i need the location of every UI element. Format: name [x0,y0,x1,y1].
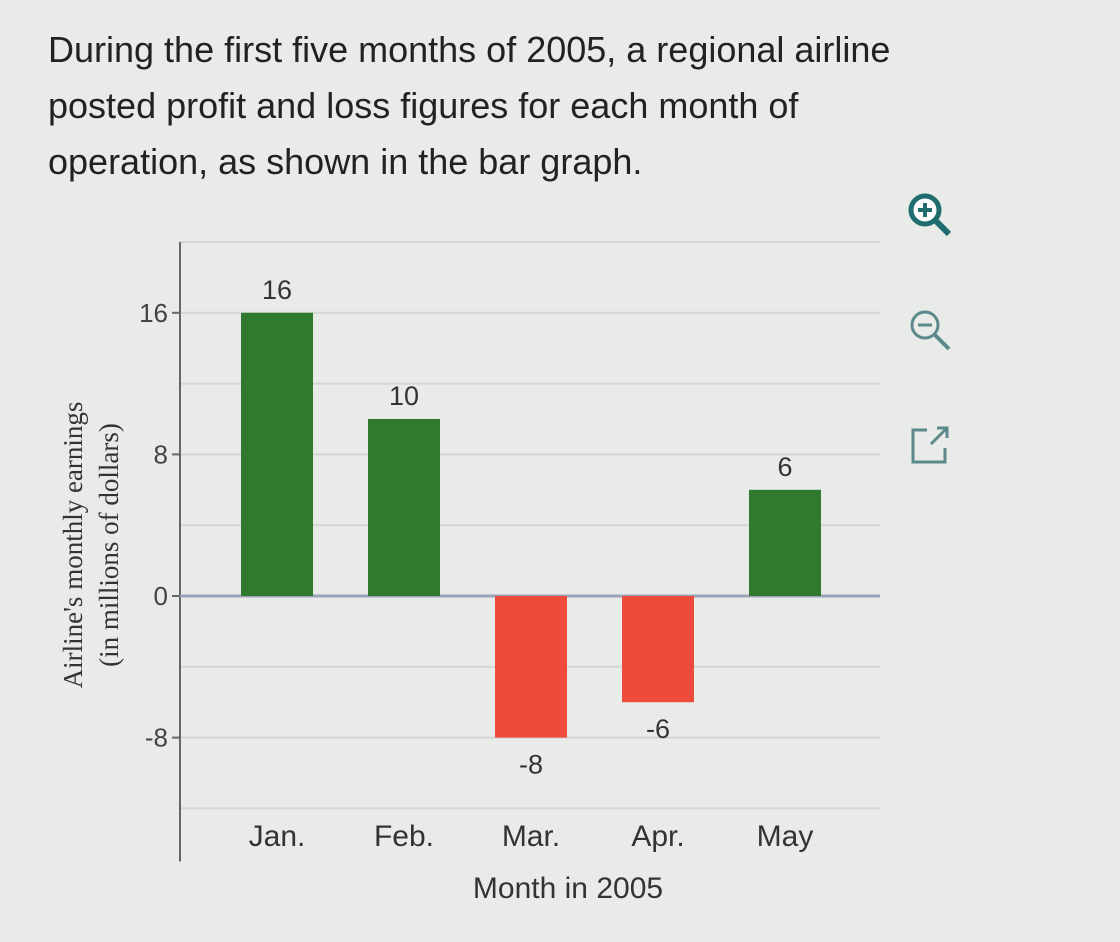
data-label: -6 [646,714,670,744]
x-axis-label: Month in 2005 [473,872,663,905]
x-tick-label: Apr. [631,820,684,853]
y-tick-label: -8 [145,723,168,753]
data-label: -8 [519,750,543,780]
x-tick-label: Jan. [249,820,306,853]
x-tick-label: Mar. [502,820,560,853]
popout-icon[interactable] [905,420,955,470]
y-axis-label: Airline's monthly earnings [58,402,88,689]
bar-jan [241,312,313,596]
y-axis-label-units: (in millions of dollars) [94,423,124,667]
data-label: 6 [777,452,792,482]
zoom-out-icon[interactable] [905,305,955,355]
bar-apr [622,596,694,703]
question-text: During the first five months of 2005, a … [48,29,891,182]
bar-mar [495,596,567,738]
bar-may [749,489,821,596]
data-label: 16 [262,275,292,305]
y-tick-label: 16 [139,298,168,328]
x-tick-label: Feb. [374,820,434,853]
x-tick-label: May [757,820,814,853]
y-tick-label: 8 [154,439,168,469]
y-tick-label: 0 [154,581,168,611]
zoom-in-icon[interactable] [905,190,955,240]
data-label: 10 [389,381,419,411]
bar-feb [368,419,440,596]
